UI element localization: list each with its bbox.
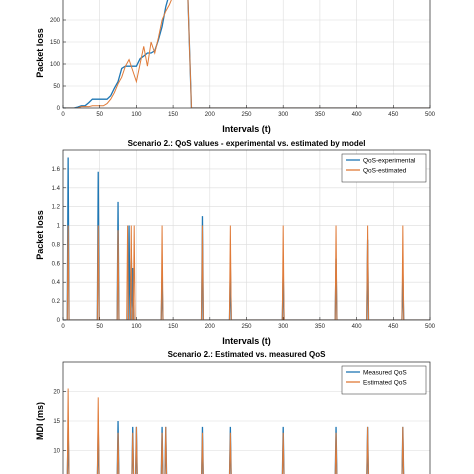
x-tick-label: 150: [168, 112, 179, 118]
x-tick-label: 0: [61, 112, 65, 118]
y-tick-label: 15: [53, 419, 60, 425]
series-line-2: [63, 0, 430, 108]
x-axis-label: Intervals (t): [222, 124, 271, 134]
plot-series-group: [63, 157, 430, 320]
x-tick-label: 300: [278, 112, 289, 118]
legend-label: Estimated QoS: [363, 380, 407, 387]
legend: Measured QoS Estimated QoS: [341, 365, 427, 395]
legend-box: [341, 153, 427, 183]
x-tick-label: 100: [131, 112, 142, 118]
y-tick-label: 50: [53, 84, 60, 90]
y-tick-label: 20: [53, 390, 60, 396]
legend-box: [341, 365, 427, 395]
x-tick-label: 350: [315, 112, 326, 118]
legend: QoS-experimental QoS-estimated: [341, 153, 427, 183]
chart-title: Scenario 2.: QoS values - experimental v…: [128, 139, 366, 148]
x-tick-label: 50: [96, 112, 103, 118]
y-tick-label: 100: [50, 62, 61, 68]
y-tick-label: 200: [50, 18, 61, 24]
y-tick-label: 1.6: [52, 167, 61, 173]
y-tick-label: 10: [53, 449, 60, 455]
x-tick-label: 200: [205, 112, 216, 118]
x-tick-label: 500: [425, 324, 436, 330]
x-tick-label: 300: [278, 324, 289, 330]
x-tick-label: 250: [241, 324, 252, 330]
y-tick-label: 150: [50, 40, 61, 46]
chart-panel-3: 10 15 20 MDI (ms) Scenario 2.: Estimated vs.…: [35, 350, 431, 474]
y-tick-label: 0: [57, 106, 61, 112]
y-tick-label: 0.8: [52, 242, 61, 248]
y-axis-label: Packet loss: [35, 210, 45, 260]
y-tick-label: 0.6: [52, 261, 61, 267]
plot-series-group: [63, 0, 430, 108]
x-tick-label: 500: [425, 112, 436, 118]
series-line-1: [63, 0, 430, 108]
chart-title: Scenario 2.: Estimated vs. measured QoS: [168, 350, 327, 359]
y-tick-label: 1.4: [52, 186, 61, 192]
chart-panel-1: 0 50 100 150 200 250 300 350 400 450 500 0 50 100 150 2…: [35, 0, 436, 134]
y-tick-label: 1.2: [52, 205, 61, 211]
y-axis-label: MDI (ms): [35, 402, 45, 440]
x-tick-label: 100: [131, 324, 142, 330]
series-line-2: [66, 388, 405, 474]
legend-label: QoS-estimated: [363, 168, 407, 175]
legend-label: Measured QoS: [363, 370, 407, 377]
x-tick-label: 50: [96, 324, 103, 330]
x-tick-label: 0: [61, 324, 65, 330]
y-tick-label: 0: [57, 318, 61, 324]
x-tick-label: 350: [315, 324, 326, 330]
x-tick-label: 400: [352, 112, 363, 118]
x-tick-label: 250: [241, 112, 252, 118]
y-tick-label: 0.2: [52, 299, 61, 305]
x-tick-label: 200: [205, 324, 216, 330]
x-tick-label: 150: [168, 324, 179, 330]
plot-series-group: [66, 388, 405, 474]
y-axis-label: Packet loss: [35, 28, 45, 78]
x-tick-label: 450: [388, 324, 399, 330]
y-tick-label: 250: [50, 0, 61, 2]
x-tick-label: 450: [388, 112, 399, 118]
x-tick-label: 400: [352, 324, 363, 330]
chart-panel-2: 0 50 100 150 200 250 300 350 400 450 500 0 0.2 0.4 0.6…: [35, 139, 436, 346]
x-axis-label: Intervals (t): [222, 336, 271, 346]
y-tick-label: 0.4: [52, 280, 61, 286]
series-line-2: [63, 225, 430, 320]
y-tick-label: 1: [57, 224, 61, 230]
legend-label: QoS-experimental: [363, 158, 416, 165]
